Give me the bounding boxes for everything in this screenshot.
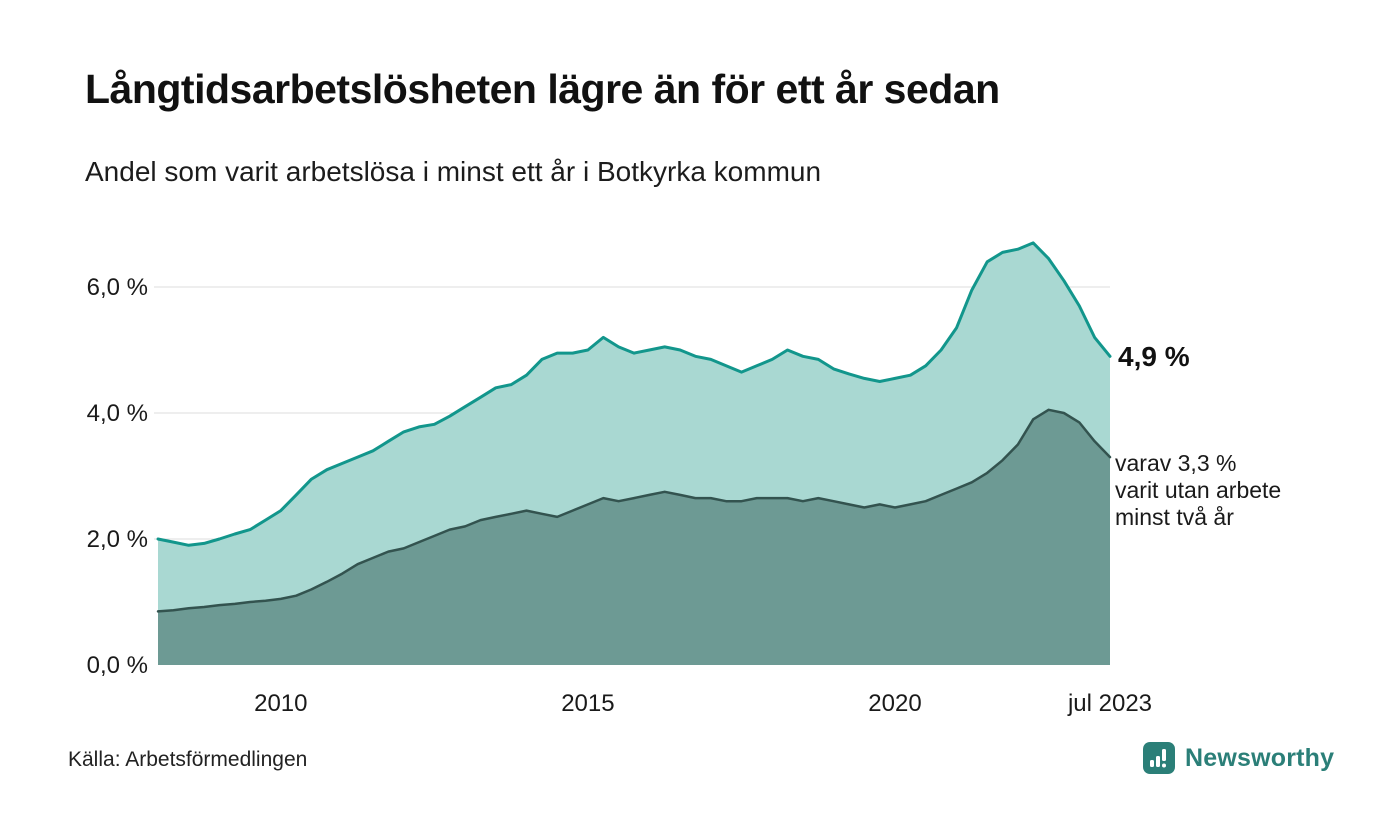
x-axis-tick-label: jul 2023 <box>1067 690 1152 717</box>
source-label: Källa: Arbetsförmedlingen <box>68 748 308 771</box>
secondary-annotation: varav 3,3 % varit utan arbete minst två … <box>1115 450 1281 531</box>
latest-value-label: 4,9 % <box>1118 341 1190 372</box>
y-axis-tick-label: 2,0 % <box>87 526 148 553</box>
secondary-annotation-line-2: varit utan arbete <box>1115 477 1282 503</box>
page-title: Långtidsarbetslösheten lägre än för ett … <box>85 66 1000 112</box>
series-line-min-one-year <box>156 241 1112 547</box>
secondary-annotation-line-1: varav 3,3 % <box>1115 450 1237 476</box>
area-chart: 0,0 % 2,0 % 4,0 % 6,0 % 2010 2015 2020 jul 2023 <box>87 241 1152 717</box>
y-axis-tick-label: 6,0 % <box>87 274 148 301</box>
newsworthy-logo: Newsworthy <box>1143 742 1334 774</box>
secondary-annotation-line-3: minst två år <box>1115 504 1234 530</box>
series-line-min-two-years <box>156 408 1112 613</box>
series-area-min-two-years <box>158 409 1110 665</box>
x-axis-tick-label: 2010 <box>254 690 307 717</box>
chart-subtitle: Andel som varit arbetslösa i minst ett å… <box>85 156 822 187</box>
x-axis-tick-label: 2020 <box>868 690 921 717</box>
newsworthy-icon <box>1143 742 1175 774</box>
x-axis-tick-label: 2015 <box>561 690 614 717</box>
y-axis-tick-label: 0,0 % <box>87 652 148 679</box>
y-axis-tick-label: 4,0 % <box>87 400 148 427</box>
newsworthy-wordmark: Newsworthy <box>1185 743 1335 772</box>
